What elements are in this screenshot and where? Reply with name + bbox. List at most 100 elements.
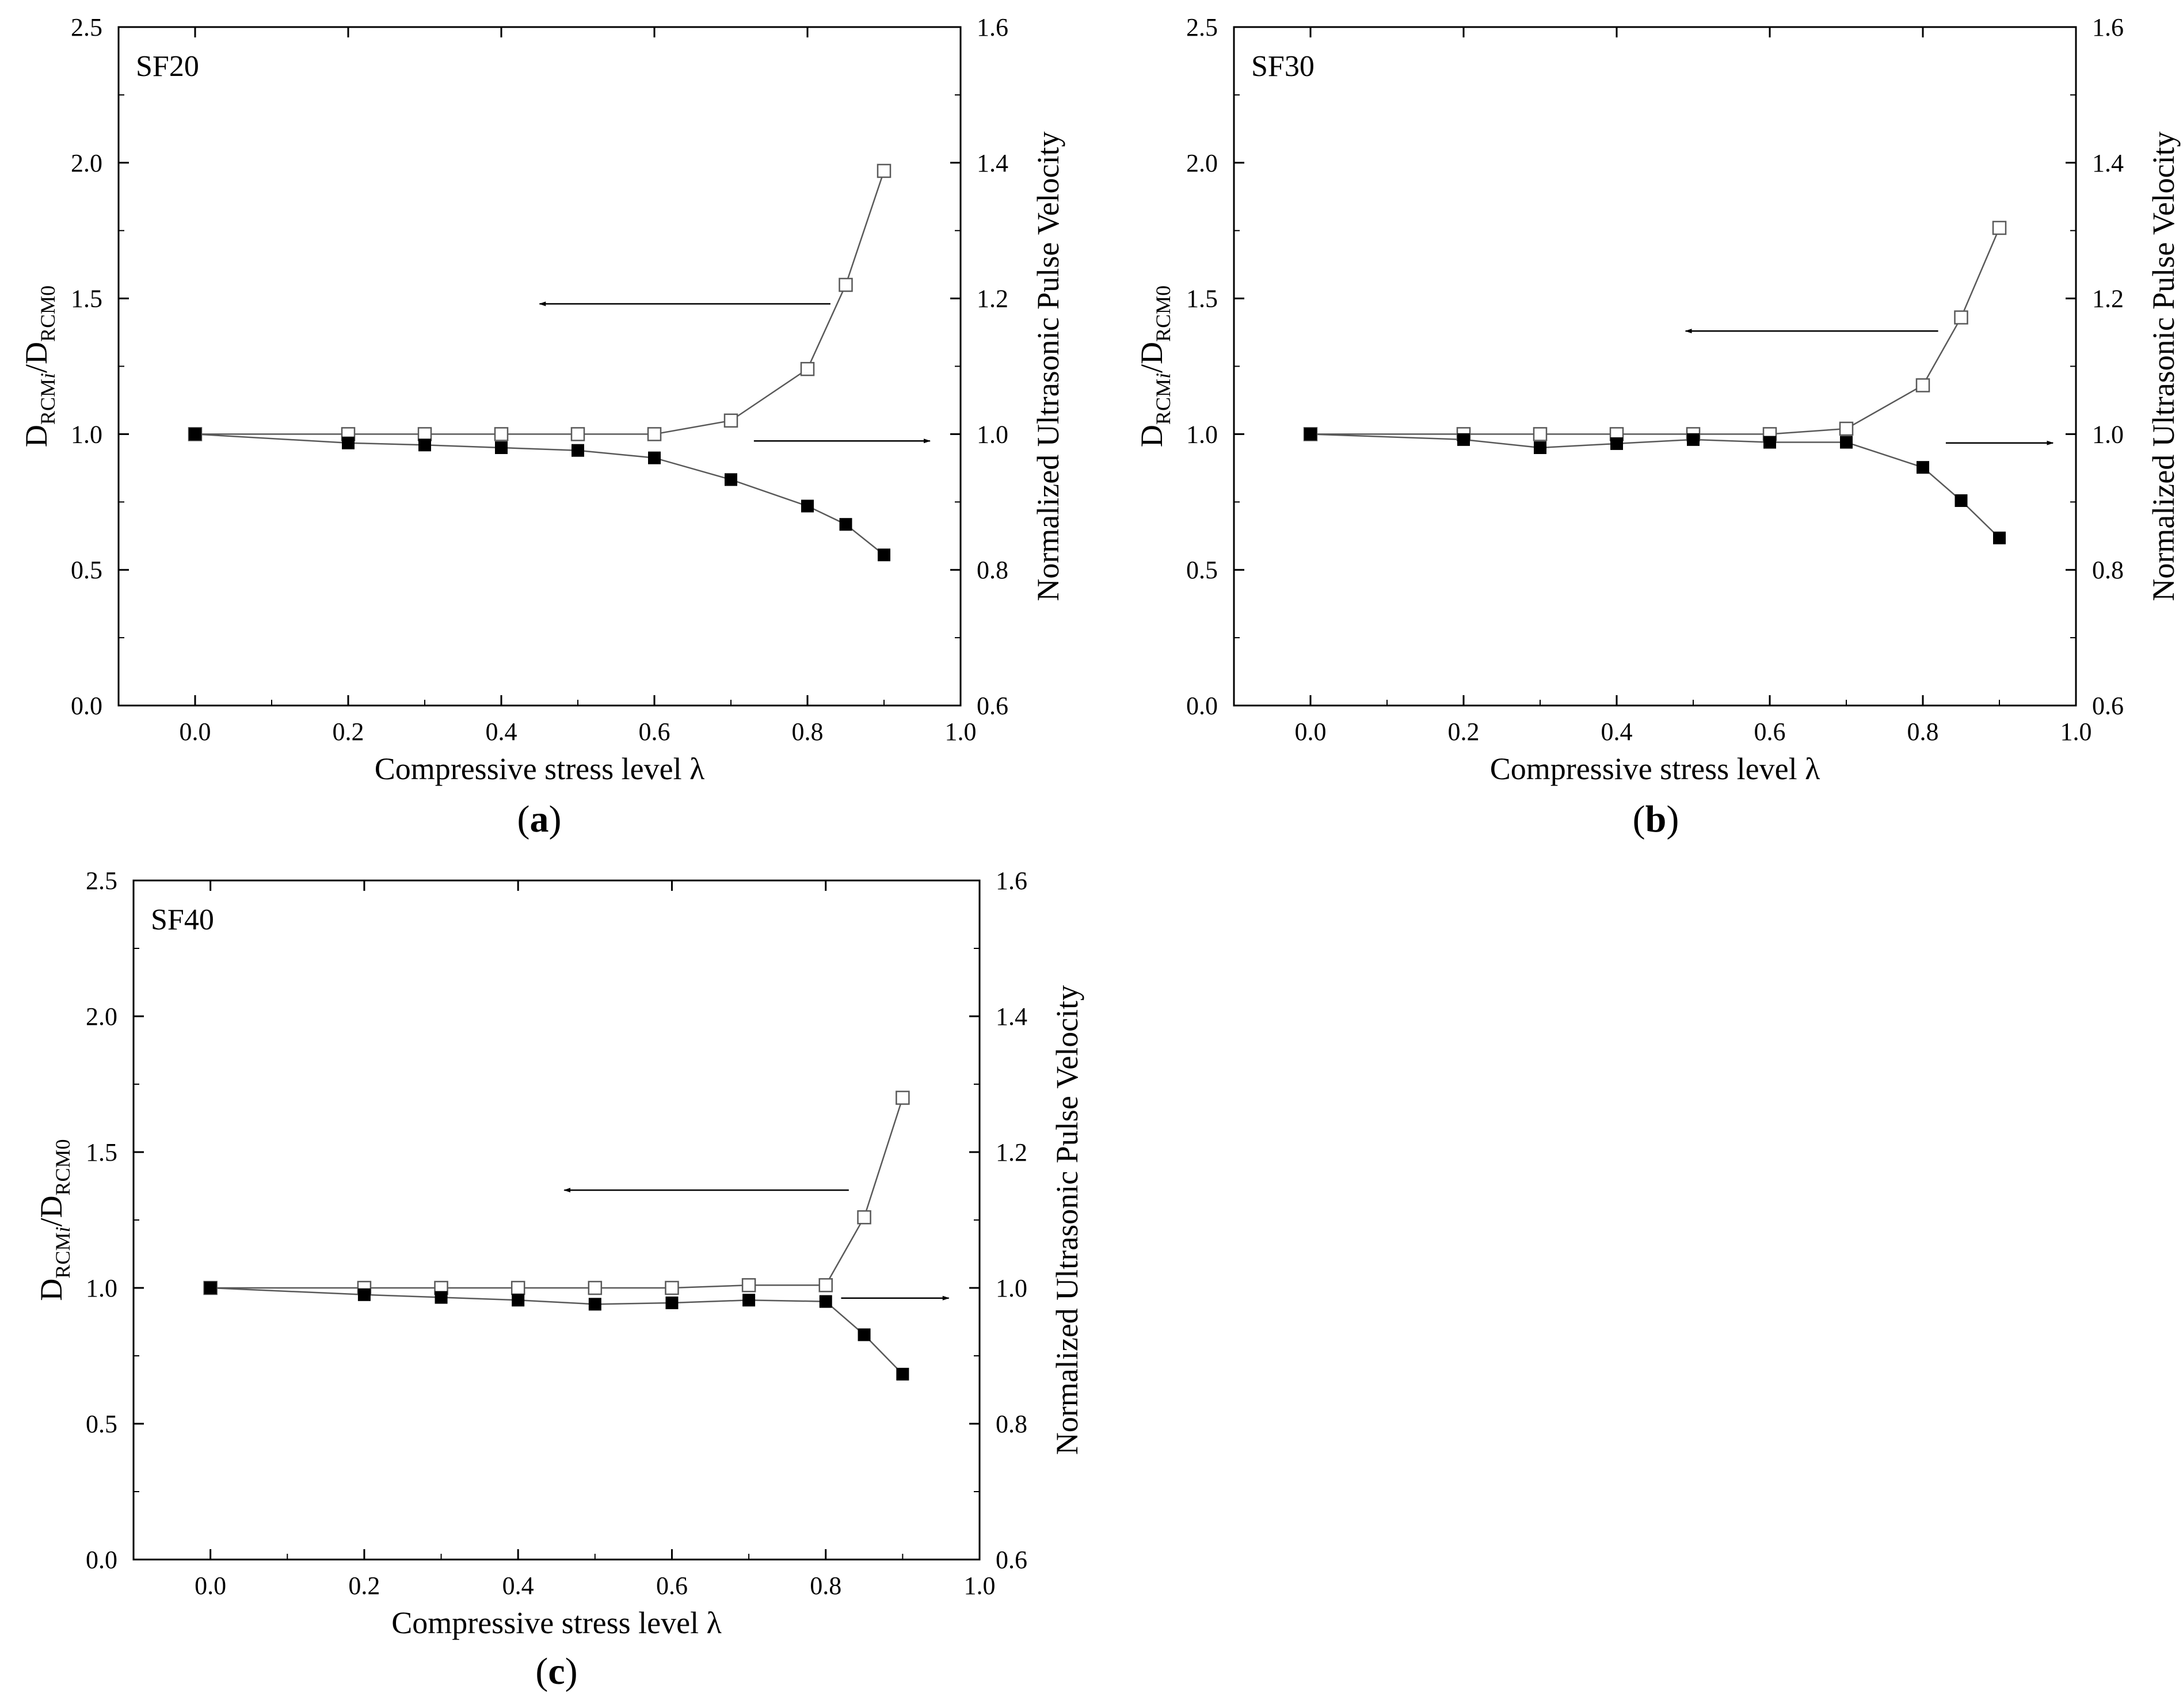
x-tick-label: 0.0	[1295, 718, 1327, 746]
data-point-open	[1915, 378, 1930, 392]
plot-frame	[117, 26, 962, 707]
x-tick-label: 0.8	[1907, 718, 1939, 746]
data-point-filled	[1993, 531, 2006, 544]
data-point-filled	[495, 441, 508, 454]
series-line-upv	[210, 1287, 904, 1375]
y-left-tick-label: 1.0	[86, 1274, 117, 1302]
data-point-filled	[725, 473, 737, 486]
x-tick-label: 0.4	[502, 1572, 534, 1600]
data-point-open	[1839, 421, 1854, 436]
x-axis-title: Compressive stress level λ	[391, 1606, 722, 1640]
x-tick-label: 0.0	[195, 1572, 226, 1600]
y-left-title-part: /	[19, 364, 54, 373]
data-point-filled	[1304, 428, 1317, 441]
series-line-drcm	[1310, 227, 2001, 435]
data-point-filled	[896, 1367, 909, 1381]
data-point-open	[839, 277, 853, 292]
y-right-tick-label: 1.0	[996, 1274, 1027, 1302]
data-point-open	[494, 427, 509, 441]
y-left-tick-label: 0.5	[1186, 556, 1218, 584]
data-point-filled	[418, 439, 431, 452]
y-left-tick-label: 2.5	[71, 13, 102, 41]
data-point-filled	[342, 436, 355, 449]
y-left-tick-label: 2.0	[1186, 149, 1218, 177]
data-point-open	[800, 361, 815, 376]
x-axis-title: Compressive stress level λ	[1490, 752, 1820, 786]
data-point-filled	[204, 1282, 217, 1294]
data-point-filled	[1610, 437, 1623, 450]
y-left-title-part: RCM0	[51, 1139, 74, 1195]
y-right-tick-label: 0.6	[996, 1546, 1027, 1574]
y-right-tick-label: 0.6	[977, 692, 1008, 720]
y-left-title-part: D	[1134, 425, 1169, 447]
data-point-open	[665, 1280, 679, 1295]
y-left-title-part: i	[51, 1227, 74, 1233]
data-point-filled	[878, 548, 890, 562]
data-point-filled	[572, 444, 584, 457]
data-point-filled	[1457, 433, 1470, 446]
data-point-open	[896, 1091, 910, 1105]
caption-letter: c	[548, 1650, 565, 1692]
panel-label: SF20	[136, 50, 199, 83]
data-point-open	[741, 1278, 756, 1293]
x-tick-label: 1.0	[945, 718, 977, 746]
y-left-title-part: i	[1152, 373, 1175, 379]
y-right-tick-label: 1.0	[2092, 420, 2124, 448]
x-tick-label: 0.8	[792, 718, 824, 746]
data-point-open	[510, 1280, 525, 1295]
data-point-filled	[839, 518, 852, 531]
data-point-filled	[189, 428, 201, 441]
y-right-tick-label: 1.2	[2092, 285, 2124, 313]
y-right-tick-label: 1.4	[2092, 149, 2124, 177]
x-tick-label: 0.0	[180, 718, 211, 746]
panel-label: SF40	[151, 903, 214, 936]
y-left-title-part: RCM0	[36, 285, 59, 342]
y-right-tick-label: 1.0	[977, 420, 1008, 448]
data-point-filled	[1763, 436, 1776, 449]
x-tick-label: 0.6	[656, 1572, 688, 1600]
y-left-tick-label: 0.0	[1186, 692, 1218, 720]
data-point-open	[647, 427, 662, 441]
data-point-open	[1954, 310, 1968, 325]
panel-label: SF30	[1251, 50, 1315, 83]
y-right-tick-label: 0.8	[977, 556, 1008, 584]
data-point-open	[1533, 427, 1548, 441]
y-right-tick-label: 0.6	[2092, 692, 2124, 720]
caption-letter: b	[1645, 798, 1667, 840]
data-point-open	[1992, 220, 2007, 235]
y-left-title-part: RCM	[51, 1233, 74, 1279]
y-left-tick-label: 1.5	[71, 285, 102, 313]
data-point-filled	[648, 451, 661, 464]
y-right-tick-label: 1.6	[2092, 13, 2124, 41]
y-left-tick-label: 2.5	[1186, 13, 1218, 41]
data-point-open	[570, 427, 585, 441]
x-tick-label: 1.0	[964, 1572, 996, 1600]
x-tick-label: 0.2	[1448, 718, 1480, 746]
y-left-tick-label: 1.0	[71, 420, 102, 448]
series-line-upv	[195, 433, 885, 556]
panel-caption: (b)	[1633, 798, 1679, 840]
y-left-axis-title: DRCMi/DRCM0	[19, 285, 59, 447]
y-left-title-part: /	[34, 1218, 68, 1226]
chart-panel-b: 0.0 0.2 0.4 0.6 0.8 1.0 0.0 0.5 1.0 1.5 2.0 2.5 0.6 0…	[1134, 13, 2181, 840]
y-left-tick-label: 2.0	[86, 1002, 117, 1031]
data-point-filled	[435, 1291, 448, 1304]
data-point-filled	[1534, 441, 1546, 454]
x-tick-label: 0.6	[639, 718, 670, 746]
y-right-axis-title: Normalized Ultrasonic Pulse Velocity	[1050, 985, 1084, 1455]
series-line-drcm	[195, 170, 885, 435]
y-left-title-part: D	[19, 425, 54, 447]
x-tick-label: 0.2	[348, 1572, 380, 1600]
y-left-tick-label: 0.5	[86, 1410, 117, 1438]
plot-frame	[132, 879, 981, 1561]
data-point-open	[417, 427, 432, 441]
data-point-filled	[819, 1295, 832, 1308]
y-left-axis-title: DRCMi/DRCM0	[34, 1139, 74, 1301]
y-right-tick-label: 0.8	[2092, 556, 2124, 584]
data-point-open	[857, 1210, 871, 1225]
y-left-title-part: i	[36, 373, 59, 379]
y-left-title-part: D	[34, 1195, 68, 1218]
y-left-tick-label: 0.0	[71, 692, 102, 720]
y-left-axis-title: DRCMi/DRCM0	[1134, 285, 1175, 447]
